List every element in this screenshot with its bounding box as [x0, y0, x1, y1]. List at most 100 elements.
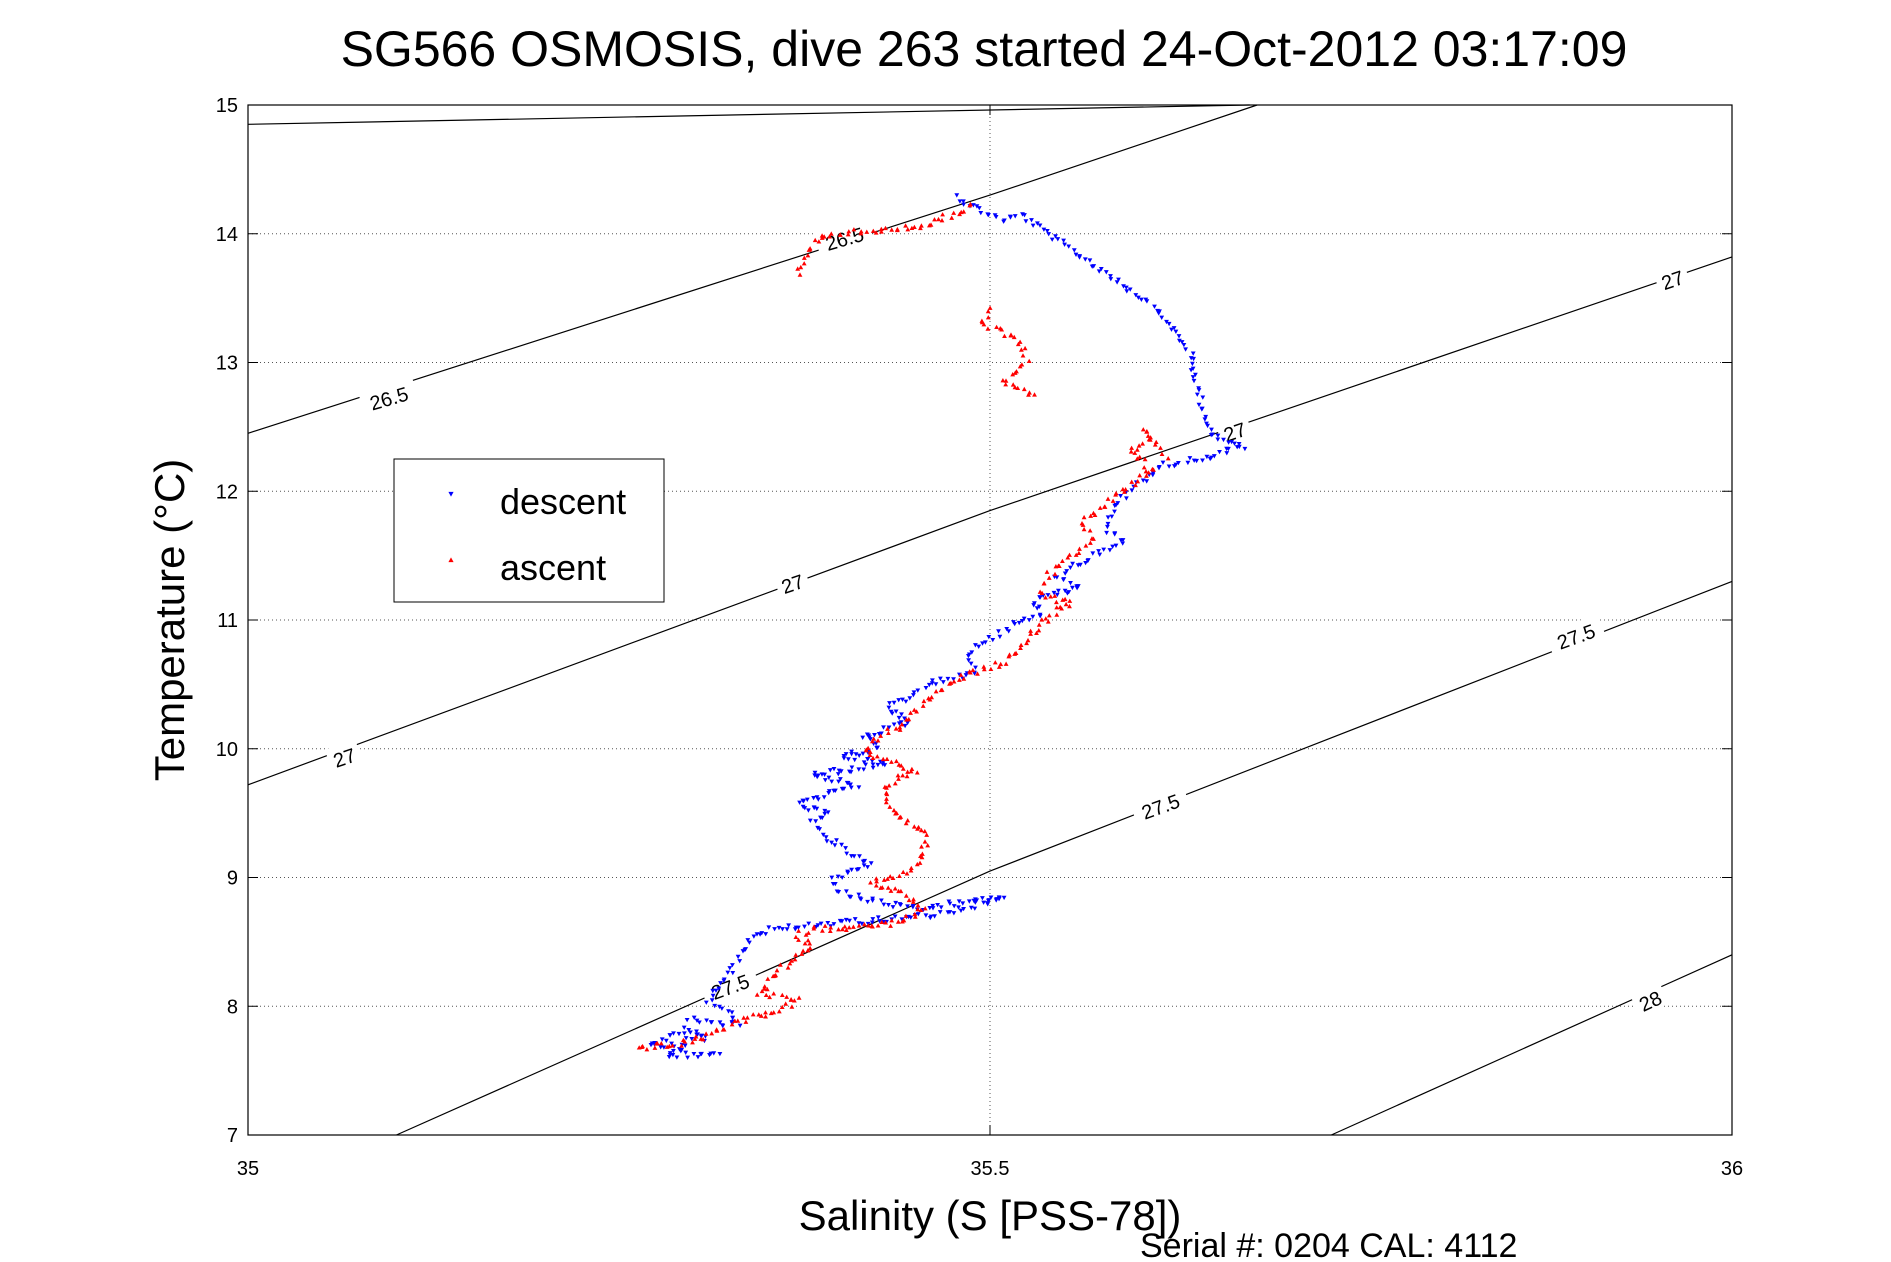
descent-point	[826, 775, 832, 780]
ascent-point	[908, 710, 913, 715]
descent-point	[937, 910, 943, 915]
ascent-point	[779, 1004, 785, 1010]
descent-point	[1224, 451, 1230, 456]
ascent-point	[908, 868, 914, 873]
descent-point	[811, 805, 817, 810]
descent-point	[1160, 460, 1166, 465]
ascent-point	[795, 266, 801, 271]
descent-point	[996, 629, 1001, 634]
descent-point	[684, 1017, 690, 1023]
descent-point	[854, 867, 860, 873]
descent-point	[856, 767, 862, 772]
descent-point	[1120, 538, 1126, 543]
descent-point	[1054, 592, 1060, 598]
ascent-point	[1036, 628, 1042, 633]
ascent-point	[933, 689, 939, 694]
ascent-point	[796, 928, 801, 933]
descent-point	[1101, 547, 1107, 552]
descent-point	[857, 854, 862, 859]
ascent-point	[1012, 370, 1018, 375]
ascent-point	[670, 1043, 675, 1048]
ascent-point	[1077, 546, 1082, 551]
ascent-point	[1159, 451, 1165, 457]
ascent-point	[828, 925, 834, 930]
ascent-point	[789, 958, 794, 963]
ascent-point	[802, 941, 808, 946]
descent-point	[870, 765, 876, 771]
descent-point	[648, 1042, 654, 1048]
descent-point	[1118, 493, 1123, 499]
ascent-point	[842, 924, 848, 929]
descent-point	[907, 696, 913, 701]
ascent-point	[851, 227, 857, 232]
ascent-point	[887, 804, 893, 809]
ascent-point	[692, 1036, 698, 1041]
descent-point	[848, 895, 854, 900]
ascent-point	[925, 843, 931, 848]
descent-point	[1159, 315, 1165, 320]
descent-point	[843, 846, 848, 851]
ascent-point	[836, 927, 841, 932]
ascent-point	[1065, 555, 1071, 560]
descent-point	[848, 782, 853, 787]
descent-point	[1171, 326, 1177, 331]
descent-point	[1036, 604, 1042, 609]
y-tick-label: 9	[227, 868, 238, 890]
ascent-point	[1036, 622, 1042, 627]
descent-point	[713, 988, 719, 993]
descent-point	[933, 682, 939, 687]
descent-point	[729, 1010, 735, 1015]
descent-point	[847, 918, 852, 924]
ascent-point	[805, 948, 811, 953]
ascent-point	[884, 796, 889, 801]
descent-point	[1234, 445, 1240, 450]
descent-point	[834, 838, 839, 843]
descent-point	[1006, 629, 1012, 634]
ascent-point	[799, 951, 805, 956]
ascent-point	[1017, 339, 1023, 344]
ascent-point	[1043, 616, 1049, 621]
ascent-point	[1136, 443, 1142, 448]
descent-point	[1062, 242, 1067, 247]
ascent-point	[961, 676, 967, 681]
descent-point	[868, 861, 874, 866]
descent-point	[800, 798, 806, 803]
ascent-point	[988, 666, 994, 672]
descent-point	[658, 1045, 664, 1050]
ascent-point	[870, 228, 876, 233]
descent-point	[877, 919, 882, 924]
descent-point	[990, 637, 996, 643]
ascent-point	[895, 919, 901, 924]
descent-point	[847, 769, 852, 774]
descent-point	[836, 889, 842, 895]
ascent-point	[981, 322, 987, 327]
descent-point	[1190, 375, 1196, 380]
ascent-point	[985, 315, 991, 320]
descent-point	[930, 903, 936, 909]
descent-point	[874, 745, 880, 751]
contour-label-group: 27.5	[1129, 783, 1191, 826]
descent-point	[661, 1045, 667, 1050]
descent-point	[827, 768, 833, 773]
ascent-point	[745, 1015, 750, 1020]
descent-point	[813, 924, 819, 930]
descent-point	[1083, 560, 1088, 566]
ascent-point	[763, 1014, 768, 1019]
descent-point	[853, 752, 859, 757]
descent-point	[829, 779, 835, 784]
ascent-point	[1025, 637, 1031, 643]
descent-point	[864, 732, 870, 737]
ascent-point	[1137, 473, 1143, 478]
descent-point	[1191, 356, 1196, 362]
descent-point	[1030, 614, 1036, 620]
descent-point	[843, 917, 849, 923]
descent-point	[1012, 621, 1018, 627]
descent-point	[974, 898, 980, 903]
descent-point	[1064, 569, 1070, 574]
ascent-point	[1034, 630, 1039, 636]
descent-point	[669, 1041, 674, 1046]
descent-point	[709, 998, 715, 1003]
descent-point	[1236, 441, 1242, 447]
contour-label-bg	[772, 565, 811, 599]
descent-point	[1209, 427, 1214, 432]
